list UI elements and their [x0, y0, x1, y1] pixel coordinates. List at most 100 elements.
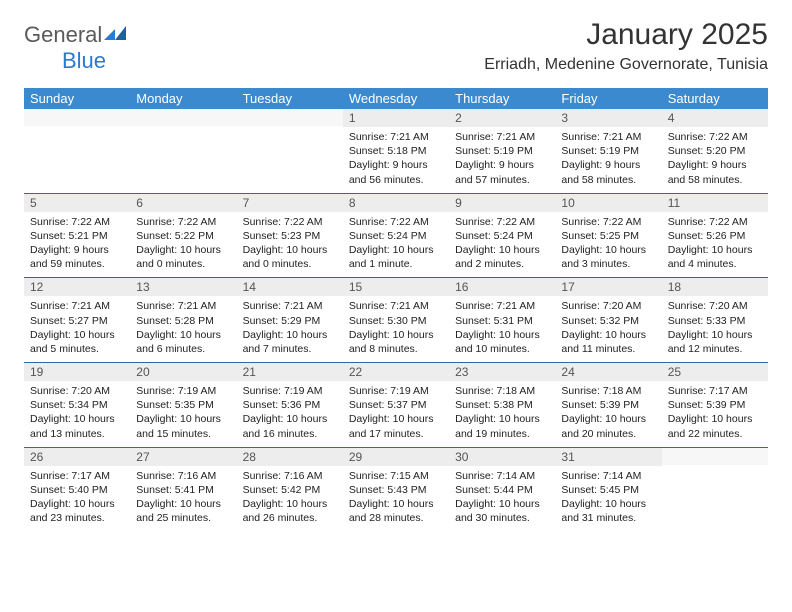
- day-data: Sunrise: 7:20 AMSunset: 5:34 PMDaylight:…: [24, 381, 130, 447]
- sunrise-text: Sunrise: 7:14 AM: [561, 469, 655, 483]
- day-number: 2: [449, 109, 555, 127]
- sunset-text: Sunset: 5:28 PM: [136, 314, 230, 328]
- sunset-text: Sunset: 5:32 PM: [561, 314, 655, 328]
- brand-flag-icon: [104, 26, 126, 44]
- sunset-text: Sunset: 5:42 PM: [243, 483, 337, 497]
- sunrise-text: Sunrise: 7:17 AM: [668, 384, 762, 398]
- brand-text-2: Blue: [24, 48, 106, 73]
- calendar-week-row: 5Sunrise: 7:22 AMSunset: 5:21 PMDaylight…: [24, 193, 768, 278]
- day-number: 29: [343, 448, 449, 466]
- sunrise-text: Sunrise: 7:22 AM: [30, 215, 124, 229]
- daylight-line2: and 15 minutes.: [136, 427, 230, 441]
- calendar-cell: [237, 109, 343, 193]
- day-number: 23: [449, 363, 555, 381]
- daylight-line2: and 59 minutes.: [30, 257, 124, 271]
- daylight-line1: Daylight: 10 hours: [243, 328, 337, 342]
- daylight-line1: Daylight: 10 hours: [561, 497, 655, 511]
- daylight-line2: and 31 minutes.: [561, 511, 655, 525]
- daylight-line2: and 19 minutes.: [455, 427, 549, 441]
- sunset-text: Sunset: 5:39 PM: [561, 398, 655, 412]
- day-data: Sunrise: 7:16 AMSunset: 5:41 PMDaylight:…: [130, 466, 236, 532]
- calendar-cell: 1Sunrise: 7:21 AMSunset: 5:18 PMDaylight…: [343, 109, 449, 193]
- day-number: 11: [662, 194, 768, 212]
- day-data: Sunrise: 7:22 AMSunset: 5:24 PMDaylight:…: [343, 212, 449, 278]
- sunrise-text: Sunrise: 7:19 AM: [243, 384, 337, 398]
- daylight-line2: and 12 minutes.: [668, 342, 762, 356]
- calendar-cell: 13Sunrise: 7:21 AMSunset: 5:28 PMDayligh…: [130, 278, 236, 363]
- sunrise-text: Sunrise: 7:21 AM: [136, 299, 230, 313]
- sunrise-text: Sunrise: 7:18 AM: [561, 384, 655, 398]
- daylight-line2: and 5 minutes.: [30, 342, 124, 356]
- sunset-text: Sunset: 5:40 PM: [30, 483, 124, 497]
- day-data: Sunrise: 7:19 AMSunset: 5:36 PMDaylight:…: [237, 381, 343, 447]
- day-number: 24: [555, 363, 661, 381]
- day-number: [237, 109, 343, 126]
- sunrise-text: Sunrise: 7:19 AM: [136, 384, 230, 398]
- daylight-line2: and 57 minutes.: [455, 173, 549, 187]
- brand-blue-wrap: Blue: [24, 48, 144, 74]
- sunrise-text: Sunrise: 7:21 AM: [455, 130, 549, 144]
- sunset-text: Sunset: 5:23 PM: [243, 229, 337, 243]
- sunrise-text: Sunrise: 7:22 AM: [561, 215, 655, 229]
- calendar-cell: 19Sunrise: 7:20 AMSunset: 5:34 PMDayligh…: [24, 363, 130, 448]
- calendar-cell: 16Sunrise: 7:21 AMSunset: 5:31 PMDayligh…: [449, 278, 555, 363]
- day-number: 4: [662, 109, 768, 127]
- day-data: Sunrise: 7:15 AMSunset: 5:43 PMDaylight:…: [343, 466, 449, 532]
- daylight-line1: Daylight: 10 hours: [30, 497, 124, 511]
- calendar-cell: 5Sunrise: 7:22 AMSunset: 5:21 PMDaylight…: [24, 193, 130, 278]
- day-number: 25: [662, 363, 768, 381]
- day-data: Sunrise: 7:21 AMSunset: 5:29 PMDaylight:…: [237, 296, 343, 362]
- daylight-line1: Daylight: 10 hours: [668, 328, 762, 342]
- calendar-cell: 7Sunrise: 7:22 AMSunset: 5:23 PMDaylight…: [237, 193, 343, 278]
- sunset-text: Sunset: 5:34 PM: [30, 398, 124, 412]
- sunset-text: Sunset: 5:24 PM: [349, 229, 443, 243]
- day-number: 7: [237, 194, 343, 212]
- day-number: 1: [343, 109, 449, 127]
- daylight-line1: Daylight: 10 hours: [243, 412, 337, 426]
- calendar-cell: 31Sunrise: 7:14 AMSunset: 5:45 PMDayligh…: [555, 447, 661, 531]
- daylight-line2: and 58 minutes.: [668, 173, 762, 187]
- daylight-line1: Daylight: 10 hours: [561, 328, 655, 342]
- day-data: Sunrise: 7:22 AMSunset: 5:25 PMDaylight:…: [555, 212, 661, 278]
- calendar-cell: 24Sunrise: 7:18 AMSunset: 5:39 PMDayligh…: [555, 363, 661, 448]
- sunrise-text: Sunrise: 7:14 AM: [455, 469, 549, 483]
- daylight-line1: Daylight: 10 hours: [561, 412, 655, 426]
- sunrise-text: Sunrise: 7:21 AM: [561, 130, 655, 144]
- sunrise-text: Sunrise: 7:22 AM: [668, 215, 762, 229]
- day-data: [237, 126, 343, 186]
- sunset-text: Sunset: 5:21 PM: [30, 229, 124, 243]
- calendar-cell: 29Sunrise: 7:15 AMSunset: 5:43 PMDayligh…: [343, 447, 449, 531]
- sunset-text: Sunset: 5:33 PM: [668, 314, 762, 328]
- brand-text-1: General: [24, 22, 102, 48]
- day-data: Sunrise: 7:21 AMSunset: 5:31 PMDaylight:…: [449, 296, 555, 362]
- day-data: Sunrise: 7:14 AMSunset: 5:45 PMDaylight:…: [555, 466, 661, 532]
- calendar-cell: 14Sunrise: 7:21 AMSunset: 5:29 PMDayligh…: [237, 278, 343, 363]
- location: Erriadh, Medenine Governorate, Tunisia: [484, 56, 768, 74]
- calendar-cell: 25Sunrise: 7:17 AMSunset: 5:39 PMDayligh…: [662, 363, 768, 448]
- day-number: 13: [130, 278, 236, 296]
- daylight-line2: and 8 minutes.: [349, 342, 443, 356]
- day-number: 31: [555, 448, 661, 466]
- day-data: Sunrise: 7:18 AMSunset: 5:39 PMDaylight:…: [555, 381, 661, 447]
- day-data: Sunrise: 7:22 AMSunset: 5:24 PMDaylight:…: [449, 212, 555, 278]
- daylight-line2: and 0 minutes.: [243, 257, 337, 271]
- calendar-cell: 4Sunrise: 7:22 AMSunset: 5:20 PMDaylight…: [662, 109, 768, 193]
- day-number: 12: [24, 278, 130, 296]
- daylight-line1: Daylight: 10 hours: [349, 412, 443, 426]
- day-data: [24, 126, 130, 186]
- day-data: Sunrise: 7:17 AMSunset: 5:40 PMDaylight:…: [24, 466, 130, 532]
- day-number: 19: [24, 363, 130, 381]
- sunset-text: Sunset: 5:43 PM: [349, 483, 443, 497]
- sunrise-text: Sunrise: 7:22 AM: [455, 215, 549, 229]
- day-data: Sunrise: 7:14 AMSunset: 5:44 PMDaylight:…: [449, 466, 555, 532]
- weekday-header: Thursday: [449, 88, 555, 109]
- calendar-cell: 26Sunrise: 7:17 AMSunset: 5:40 PMDayligh…: [24, 447, 130, 531]
- calendar-week-row: 1Sunrise: 7:21 AMSunset: 5:18 PMDaylight…: [24, 109, 768, 193]
- calendar-cell: 28Sunrise: 7:16 AMSunset: 5:42 PMDayligh…: [237, 447, 343, 531]
- day-number: 16: [449, 278, 555, 296]
- day-data: Sunrise: 7:21 AMSunset: 5:18 PMDaylight:…: [343, 127, 449, 193]
- sunset-text: Sunset: 5:26 PM: [668, 229, 762, 243]
- sunset-text: Sunset: 5:19 PM: [561, 144, 655, 158]
- daylight-line1: Daylight: 10 hours: [243, 243, 337, 257]
- day-data: Sunrise: 7:21 AMSunset: 5:19 PMDaylight:…: [449, 127, 555, 193]
